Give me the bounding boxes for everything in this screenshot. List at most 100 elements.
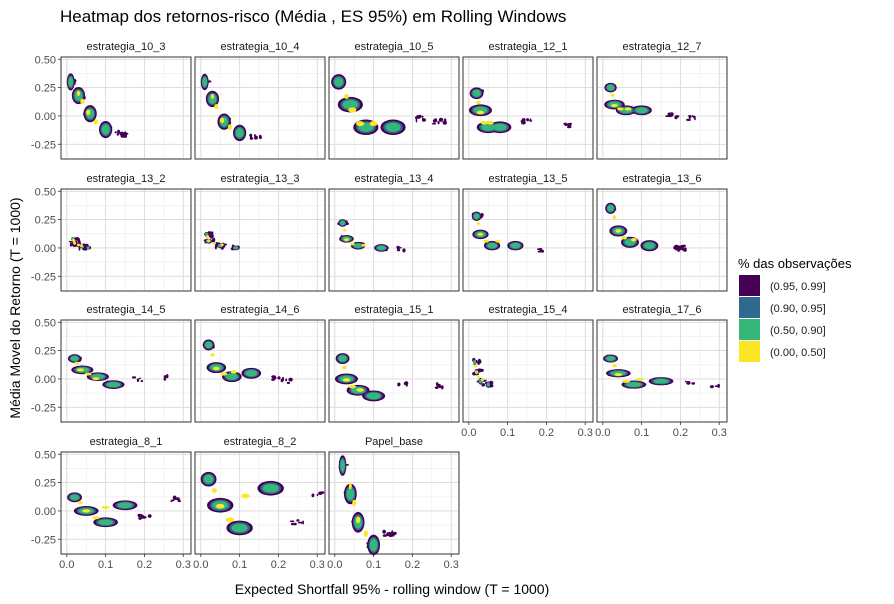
panel-border	[596, 319, 728, 423]
heat-cell-outlier	[78, 246, 81, 251]
heat-cell-outlier	[404, 381, 409, 386]
heat-region-level-3	[203, 474, 214, 484]
panel-estrategia_8_2: estrategia_8_2 0.0 0.1 0.2 0.3	[193, 436, 326, 571]
heat-cell-outlier	[443, 118, 447, 123]
heat-cell-outlier	[116, 133, 119, 136]
heat-cell-outlier	[311, 493, 315, 498]
heat-cell-outlier	[396, 248, 401, 252]
heat-cell-outlier	[75, 236, 79, 241]
panel-Papel_base: Papel_base 0.0 0.1 0.2 0.3	[327, 436, 460, 571]
heat-region-level-4	[486, 120, 494, 125]
heat-cell-outlier	[280, 378, 284, 383]
heat-region-level-4	[212, 241, 216, 245]
heat-cell-outlier	[437, 120, 440, 125]
heat-cell-outlier	[438, 117, 444, 122]
heat-region-level-4	[614, 373, 623, 377]
panel-border	[60, 188, 192, 292]
heat-region-level-3	[481, 123, 496, 131]
panel-border	[194, 56, 326, 160]
heat-region-level-3	[202, 77, 208, 87]
heat-cell-outlier	[676, 245, 681, 250]
strip-label: estrategia_14_6	[221, 304, 300, 316]
heat-cell-outlier	[289, 378, 293, 381]
heat-cell-outlier	[436, 383, 441, 388]
heat-region-level-4	[617, 107, 624, 111]
heat-cell-outlier	[290, 522, 295, 526]
heat-region-level-4	[356, 516, 361, 524]
panel-estrategia_10_5: estrategia_10_5	[328, 41, 460, 160]
panel-border	[596, 56, 728, 160]
y-tick-label: -0.25	[31, 139, 56, 151]
heat-region-level-4	[74, 361, 79, 365]
legend: % das observações (0.95, 0.99] (0.90, 0.9…	[738, 256, 852, 362]
heat-region-level-4	[76, 243, 80, 247]
heat-cell-outlier	[674, 115, 678, 120]
heat-cell-outlier	[139, 377, 142, 380]
panel-estrategia_14_5: estrategia_14_5 0.50 0.25 0.00 -0.25	[31, 304, 192, 423]
x-tick-label: 0.2	[539, 427, 554, 439]
facet-panels: estrategia_10_30.500.250.00-0.25 estrateg…	[31, 41, 728, 571]
heat-cell-outlier	[540, 249, 543, 252]
panel-estrategia_13_2: estrategia_13_2 0.50 0.25 0.00 -0.25	[31, 173, 192, 292]
heat-region-level-4	[220, 243, 224, 247]
heat-region-level-3	[635, 107, 648, 114]
y-tick-label: 0.00	[35, 374, 56, 386]
heat-region-level-4	[225, 517, 235, 523]
x-tick-label: 0.2	[271, 559, 286, 571]
heat-cell-outlier	[316, 493, 319, 497]
heat-region-level-3	[98, 519, 114, 526]
panel-border	[194, 451, 326, 555]
heat-region-level-4	[206, 235, 210, 239]
strip-label: estrategia_14_5	[87, 304, 166, 316]
heat-region-level-3	[235, 128, 244, 138]
heat-cell-outlier	[289, 520, 295, 523]
heat-region-level-4	[349, 242, 355, 246]
heat-cell-outlier	[258, 134, 262, 138]
legend-swatch	[739, 275, 760, 296]
heat-region-level-4	[207, 239, 211, 243]
strip-label: estrategia_10_4	[221, 41, 300, 53]
x-tick-label: 0.1	[500, 427, 515, 439]
panel-estrategia_13_6: estrategia_13_6	[596, 173, 728, 292]
heat-region-level-4	[495, 239, 501, 243]
panel-estrategia_10_3: estrategia_10_3 0.50 0.25 0.00 -0.25	[31, 41, 192, 160]
heat-region-level-4	[348, 482, 352, 490]
heat-region-level-4	[356, 388, 364, 392]
x-tick-label: 0.3	[444, 559, 459, 571]
heat-cell-outlier	[382, 529, 386, 534]
heat-region-level-3	[492, 123, 507, 131]
heat-cell-outlier	[388, 531, 391, 537]
heat-region-level-3	[225, 373, 238, 380]
y-tick-label: 0.00	[35, 243, 56, 255]
heat-cell-outlier	[402, 248, 406, 253]
heat-region-level-3	[70, 494, 80, 501]
heat-region-level-4	[630, 237, 637, 242]
heat-region-level-3	[653, 378, 669, 384]
heat-region-level-3	[473, 359, 477, 364]
heat-region-level-3	[346, 487, 355, 501]
heat-region-level-4	[621, 235, 628, 240]
strip-label: estrategia_8_2	[224, 436, 297, 448]
heat-cell-outlier	[300, 521, 303, 524]
x-tick-label: 0.1	[98, 559, 113, 571]
heat-region-level-4	[80, 98, 85, 105]
y-tick-label: 0.25	[35, 83, 56, 95]
heat-region-level-4	[86, 109, 91, 116]
heat-cell-outlier	[114, 131, 117, 134]
heat-region-level-4	[241, 493, 250, 499]
heat-region-level-4	[474, 364, 478, 368]
heat-region-level-4	[79, 244, 83, 248]
strip-label: estrategia_12_7	[623, 41, 702, 53]
heat-cell-outlier	[302, 520, 305, 525]
heat-cell-outlier	[422, 118, 427, 122]
heat-cell-outlier	[477, 363, 480, 365]
heat-cell-outlier	[484, 379, 487, 382]
legend-swatch	[739, 319, 760, 340]
panel-border	[328, 56, 460, 160]
panel-border	[60, 319, 192, 423]
heat-region-level-3	[486, 382, 490, 387]
panel-border	[328, 319, 460, 423]
heat-cell-outlier	[164, 376, 166, 382]
heat-cell-outlier	[211, 231, 214, 236]
